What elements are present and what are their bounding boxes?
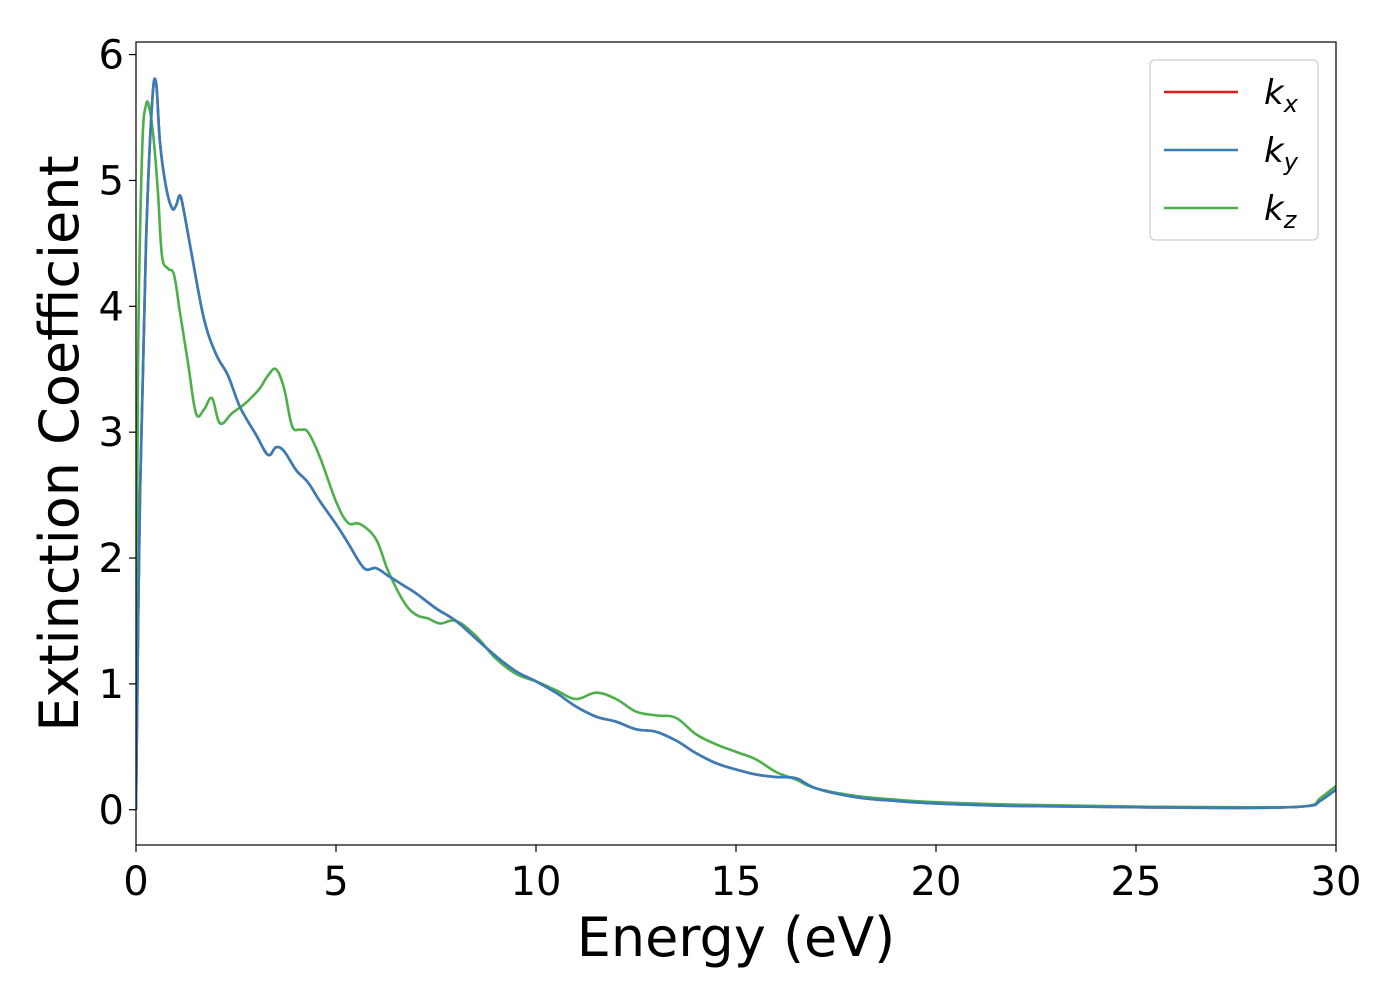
legend: kx ky kz [1149,59,1319,241]
legend-label-k-y: ky [1264,131,1299,176]
y-tick-label: 2 [99,536,124,582]
x-tick-label: 5 [323,859,348,905]
y-tick-label: 4 [99,284,124,330]
plot-lines [136,77,1336,810]
legend-label-k-x: kx [1264,73,1299,118]
x-tick-label: 30 [1311,859,1362,905]
x-axis-title: Energy (eV) [577,906,896,969]
x-tick-label: 15 [711,859,762,905]
x-tick-label: 0 [123,859,148,905]
x-tick-label: 20 [911,859,962,905]
y-tick-label: 6 [99,33,124,79]
series-line-k-y [136,77,1336,810]
y-axis-title: Extinction Coefficient [28,155,91,731]
y-tick-label: 0 [99,788,124,834]
x-tick-label: 25 [1111,859,1162,905]
x-axis-ticks: 0 5 10 15 20 25 30 [123,845,1361,905]
legend-label-k-z: kz [1264,189,1298,234]
y-axis-ticks: 0 1 2 3 4 5 6 [99,33,136,834]
y-tick-label: 1 [99,662,124,708]
y-tick-label: 5 [99,158,124,204]
x-tick-label: 10 [511,859,562,905]
y-tick-label: 3 [99,410,124,456]
